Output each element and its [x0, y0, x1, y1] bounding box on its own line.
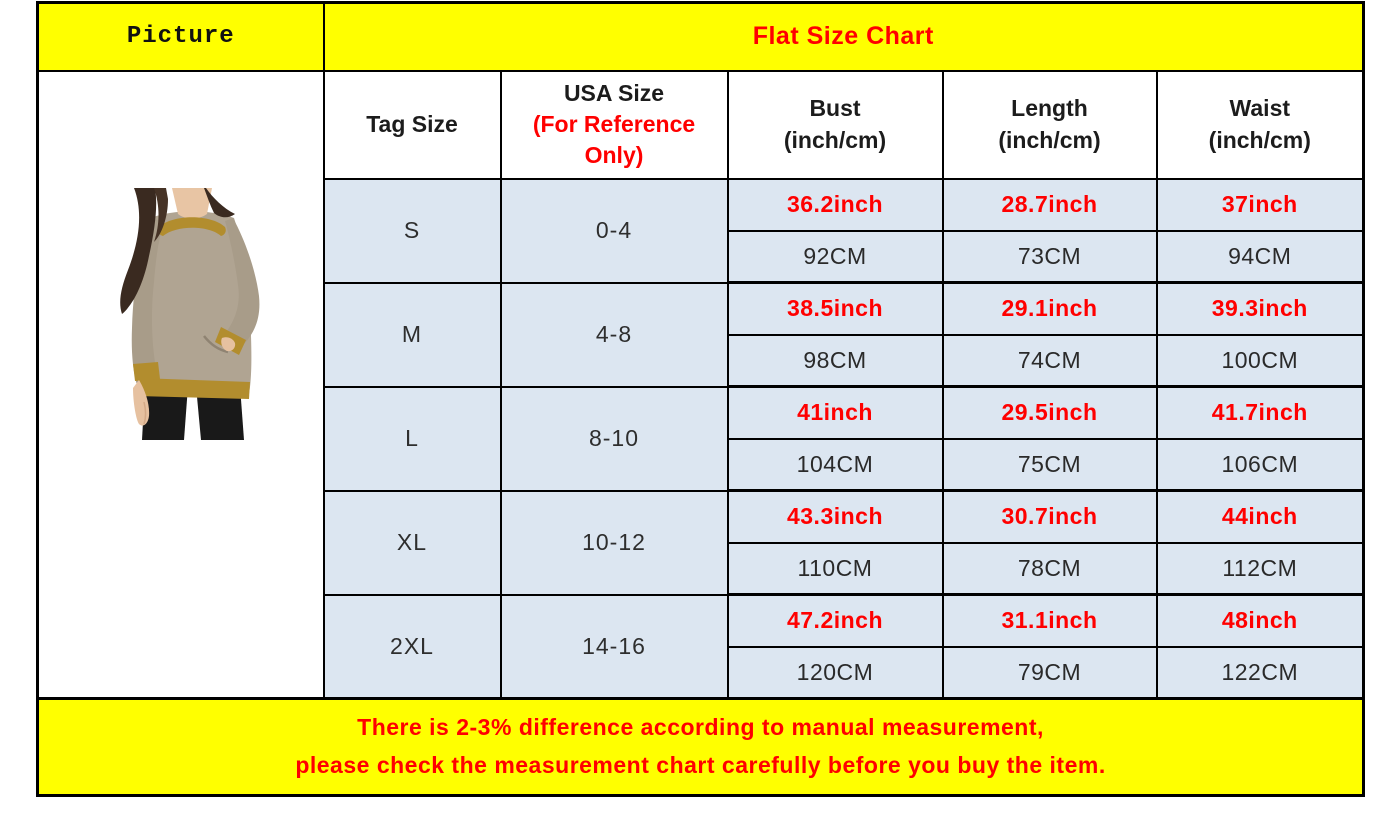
usa-size-value: 14-16 [499, 593, 729, 700]
product-picture-cell [36, 69, 325, 700]
length-cm-value: 78CM [941, 541, 1158, 596]
tag-size-value: M [322, 281, 502, 388]
usa-size-note-line1: (For Reference [532, 110, 696, 137]
bust-inch-value: 47.2inch [726, 593, 944, 648]
length-cm-value: 79CM [941, 645, 1158, 700]
length-inch-value: 30.7inch [941, 489, 1158, 544]
row-XL-cm: 110CM 78CM 112CM [38, 541, 1365, 596]
length-cm-value: 74CM [941, 333, 1158, 388]
tag-size-value: L [322, 385, 502, 492]
usa-size-note-line2: Only) [584, 142, 644, 169]
product-photo-illustration [87, 187, 274, 440]
waist-inch-value: 48inch [1155, 593, 1365, 648]
row-L-cm: 104CM 75CM 106CM [38, 437, 1365, 492]
waist-cm-value: 122CM [1155, 645, 1365, 700]
bust-cm-value: 98CM [726, 333, 944, 388]
length-inch-value: 29.1inch [941, 281, 1158, 336]
product-photo [87, 187, 274, 440]
waist-cm-value: 94CM [1155, 229, 1365, 284]
col-header-usa-size: USA Size (For Reference Only) [499, 69, 729, 180]
col-header-waist: Waist (inch/cm) [1155, 69, 1365, 180]
usa-size-label: USA Size [563, 79, 665, 106]
column-header-row: Tag Size USA Size (For Reference Only) B… [36, 69, 1365, 700]
col-header-bust: Bust (inch/cm) [726, 69, 944, 180]
usa-size-value: 10-12 [499, 489, 729, 596]
bust-cm-value: 104CM [726, 437, 944, 492]
bust-inch-value: 43.3inch [726, 489, 944, 544]
picture-column-title: Picture [36, 1, 325, 72]
length-inch-value: 29.5inch [941, 385, 1158, 440]
waist-inch-value: 37inch [1155, 177, 1365, 232]
length-inch-value: 31.1inch [941, 593, 1158, 648]
usa-size-value: 8-10 [499, 385, 729, 492]
row-2XL-cm: 120CM 79CM 122CM [38, 645, 1365, 700]
title-row: Picture Flat Size Chart [36, 1, 1365, 72]
bust-inch-value: 36.2inch [726, 177, 944, 232]
waist-inch-value: 44inch [1155, 489, 1365, 544]
bust-cm-value: 110CM [726, 541, 944, 596]
row-S-cm: 92CM 73CM 94CM [38, 229, 1365, 284]
tag-size-value: 2XL [322, 593, 502, 700]
tag-size-label: Tag Size [366, 110, 458, 137]
row-M-cm: 98CM 74CM 100CM [38, 333, 1365, 388]
bust-cm-value: 120CM [726, 645, 944, 700]
bust-inch-value: 38.5inch [726, 281, 944, 336]
bust-inch-value: 41inch [726, 385, 944, 440]
measurement-note: There is 2-3% difference according to ma… [40, 709, 1362, 785]
row-M-inch: M 4-8 38.5inch 29.1inch 39.3inch [38, 281, 1365, 388]
measurement-note-cell: There is 2-3% difference according to ma… [36, 697, 1365, 797]
length-inch-value: 28.7inch [941, 177, 1158, 232]
length-cm-value: 75CM [941, 437, 1158, 492]
chart-title: Flat Size Chart [322, 1, 1365, 72]
length-cm-value: 73CM [941, 229, 1158, 284]
row-S-inch: S 0-4 36.2inch 28.7inch 37inch [38, 177, 1365, 284]
tag-size-value: S [322, 177, 502, 284]
waist-cm-value: 112CM [1155, 541, 1365, 596]
waist-inch-value: 41.7inch [1155, 385, 1365, 440]
usa-size-value: 0-4 [499, 177, 729, 284]
col-header-tag-size: Tag Size [322, 69, 502, 180]
measurement-note-row: There is 2-3% difference according to ma… [36, 697, 1365, 797]
bust-cm-value: 92CM [726, 229, 944, 284]
usa-size-value: 4-8 [499, 281, 729, 388]
tag-size-value: XL [322, 489, 502, 596]
waist-cm-value: 106CM [1155, 437, 1365, 492]
waist-cm-value: 100CM [1155, 333, 1365, 388]
row-XL-inch: XL 10-12 43.3inch 30.7inch 44inch [38, 489, 1365, 596]
measurement-note-line2: please check the measurement chart caref… [295, 752, 1106, 778]
flat-size-chart-table: Picture Flat Size Chart [36, 1, 1366, 797]
row-2XL-inch: 2XL 14-16 47.2inch 31.1inch 48inch [38, 593, 1365, 700]
measurement-note-line1: There is 2-3% difference according to ma… [357, 714, 1044, 741]
col-header-length: Length (inch/cm) [941, 69, 1158, 180]
waist-inch-value: 39.3inch [1155, 281, 1365, 336]
row-L-inch: L 8-10 41inch 29.5inch 41.7inch [38, 385, 1365, 492]
